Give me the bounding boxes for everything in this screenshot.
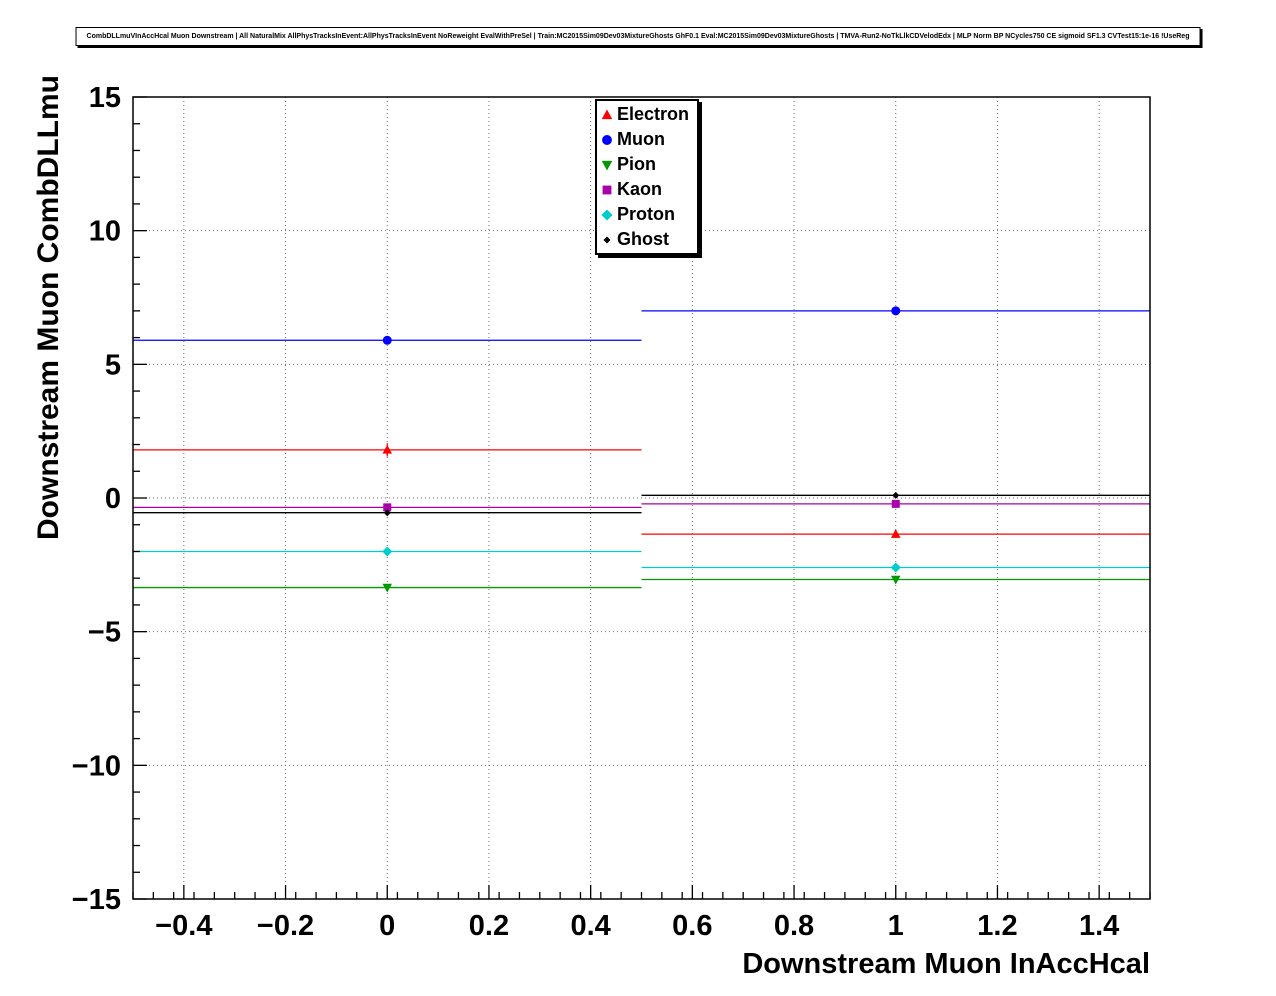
ghost-marker-icon bbox=[383, 509, 391, 517]
ghost-legend-marker-glyph bbox=[603, 236, 611, 243]
legend-item-ghost: Ghost bbox=[599, 227, 689, 252]
muon-legend-marker-icon bbox=[602, 134, 612, 145]
legend-label: Proton bbox=[617, 204, 675, 224]
y-tick-label: −10 bbox=[72, 750, 121, 782]
muon-legend-marker-glyph bbox=[602, 134, 612, 145]
y-tick-label: −15 bbox=[72, 884, 121, 916]
x-tick-label: −0.2 bbox=[257, 910, 314, 942]
kaon-legend-marker-glyph bbox=[602, 185, 612, 194]
legend-label: Ghost bbox=[617, 229, 669, 249]
y-tick-label: −5 bbox=[88, 617, 121, 649]
legend-label: Electron bbox=[617, 104, 690, 124]
ghost-marker-icon bbox=[892, 491, 900, 499]
ghost-legend-marker-icon bbox=[603, 236, 611, 243]
x-tick-label: 1.2 bbox=[977, 910, 1017, 942]
legend-label: Kaon bbox=[617, 179, 662, 199]
legend-item-proton: Proton bbox=[599, 202, 689, 227]
x-axis-title: Downstream Muon InAccHcal bbox=[742, 948, 1150, 980]
pion-legend-marker-icon bbox=[601, 160, 613, 170]
legend-item-kaon: Kaon bbox=[599, 177, 689, 202]
electron-legend-marker-icon bbox=[601, 109, 613, 119]
x-tick-label: 0.4 bbox=[570, 910, 610, 942]
muon-marker-icon bbox=[891, 306, 901, 316]
muon-marker-icon bbox=[382, 335, 392, 345]
proton-marker-icon bbox=[382, 546, 393, 557]
electron-marker-icon bbox=[382, 444, 392, 454]
legend: Electron Muon Pion Kaon Proton Ghost bbox=[595, 99, 700, 255]
kaon-legend-marker-icon bbox=[602, 185, 612, 194]
pion-marker-icon bbox=[891, 575, 901, 585]
legend-label: Pion bbox=[617, 154, 656, 174]
proton-marker-icon bbox=[890, 562, 901, 573]
proton-legend-marker-glyph bbox=[601, 209, 613, 220]
y-tick-label: 10 bbox=[89, 216, 121, 248]
proton-legend-marker-icon bbox=[601, 209, 613, 220]
plot-title: CombDLLmuVInAccHcal Muon Downstream | Al… bbox=[75, 27, 1201, 46]
legend-item-pion: Pion bbox=[599, 152, 689, 177]
y-tick-label: 5 bbox=[105, 349, 121, 381]
pion-legend-marker-glyph bbox=[601, 160, 613, 170]
y-tick-label: 15 bbox=[89, 82, 121, 114]
x-tick-label: 0.2 bbox=[469, 910, 509, 942]
y-tick-label: 0 bbox=[105, 483, 121, 515]
x-tick-label: 1 bbox=[888, 910, 904, 942]
x-tick-label: 0 bbox=[379, 910, 395, 942]
pion-marker-icon bbox=[382, 583, 392, 593]
kaon-marker-icon bbox=[383, 503, 392, 512]
legend-item-muon: Muon bbox=[599, 127, 689, 152]
legend-label: Muon bbox=[617, 129, 665, 149]
x-tick-label: 1.4 bbox=[1079, 910, 1119, 942]
x-tick-label: −0.4 bbox=[155, 910, 212, 942]
legend-item-electron: Electron bbox=[599, 102, 689, 127]
kaon-marker-icon bbox=[891, 499, 900, 508]
x-tick-label: 0.8 bbox=[774, 910, 814, 942]
x-tick-label: 0.6 bbox=[672, 910, 712, 942]
electron-legend-marker-glyph bbox=[601, 109, 613, 119]
electron-marker-icon bbox=[891, 529, 901, 538]
